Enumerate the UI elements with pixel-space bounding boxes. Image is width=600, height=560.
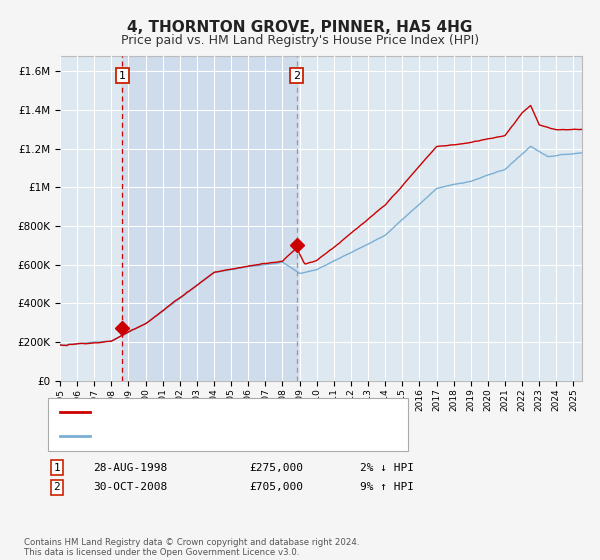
Text: £705,000: £705,000	[249, 482, 303, 492]
Text: Contains HM Land Registry data © Crown copyright and database right 2024.
This d: Contains HM Land Registry data © Crown c…	[24, 538, 359, 557]
Text: £275,000: £275,000	[249, 463, 303, 473]
Text: 4, THORNTON GROVE, PINNER, HA5 4HG (detached house): 4, THORNTON GROVE, PINNER, HA5 4HG (deta…	[96, 408, 403, 418]
Text: 9% ↑ HPI: 9% ↑ HPI	[360, 482, 414, 492]
Text: 2: 2	[53, 482, 61, 492]
Text: 28-AUG-1998: 28-AUG-1998	[93, 463, 167, 473]
Text: Price paid vs. HM Land Registry's House Price Index (HPI): Price paid vs. HM Land Registry's House …	[121, 34, 479, 46]
Text: 2: 2	[293, 71, 300, 81]
Text: 2% ↓ HPI: 2% ↓ HPI	[360, 463, 414, 473]
Text: 1: 1	[53, 463, 61, 473]
Text: 1: 1	[119, 71, 126, 81]
Text: HPI: Average price, detached house, Harrow: HPI: Average price, detached house, Harr…	[96, 431, 326, 441]
Text: 30-OCT-2008: 30-OCT-2008	[93, 482, 167, 492]
Bar	[122, 56, 296, 381]
Text: 4, THORNTON GROVE, PINNER, HA5 4HG: 4, THORNTON GROVE, PINNER, HA5 4HG	[127, 20, 473, 35]
